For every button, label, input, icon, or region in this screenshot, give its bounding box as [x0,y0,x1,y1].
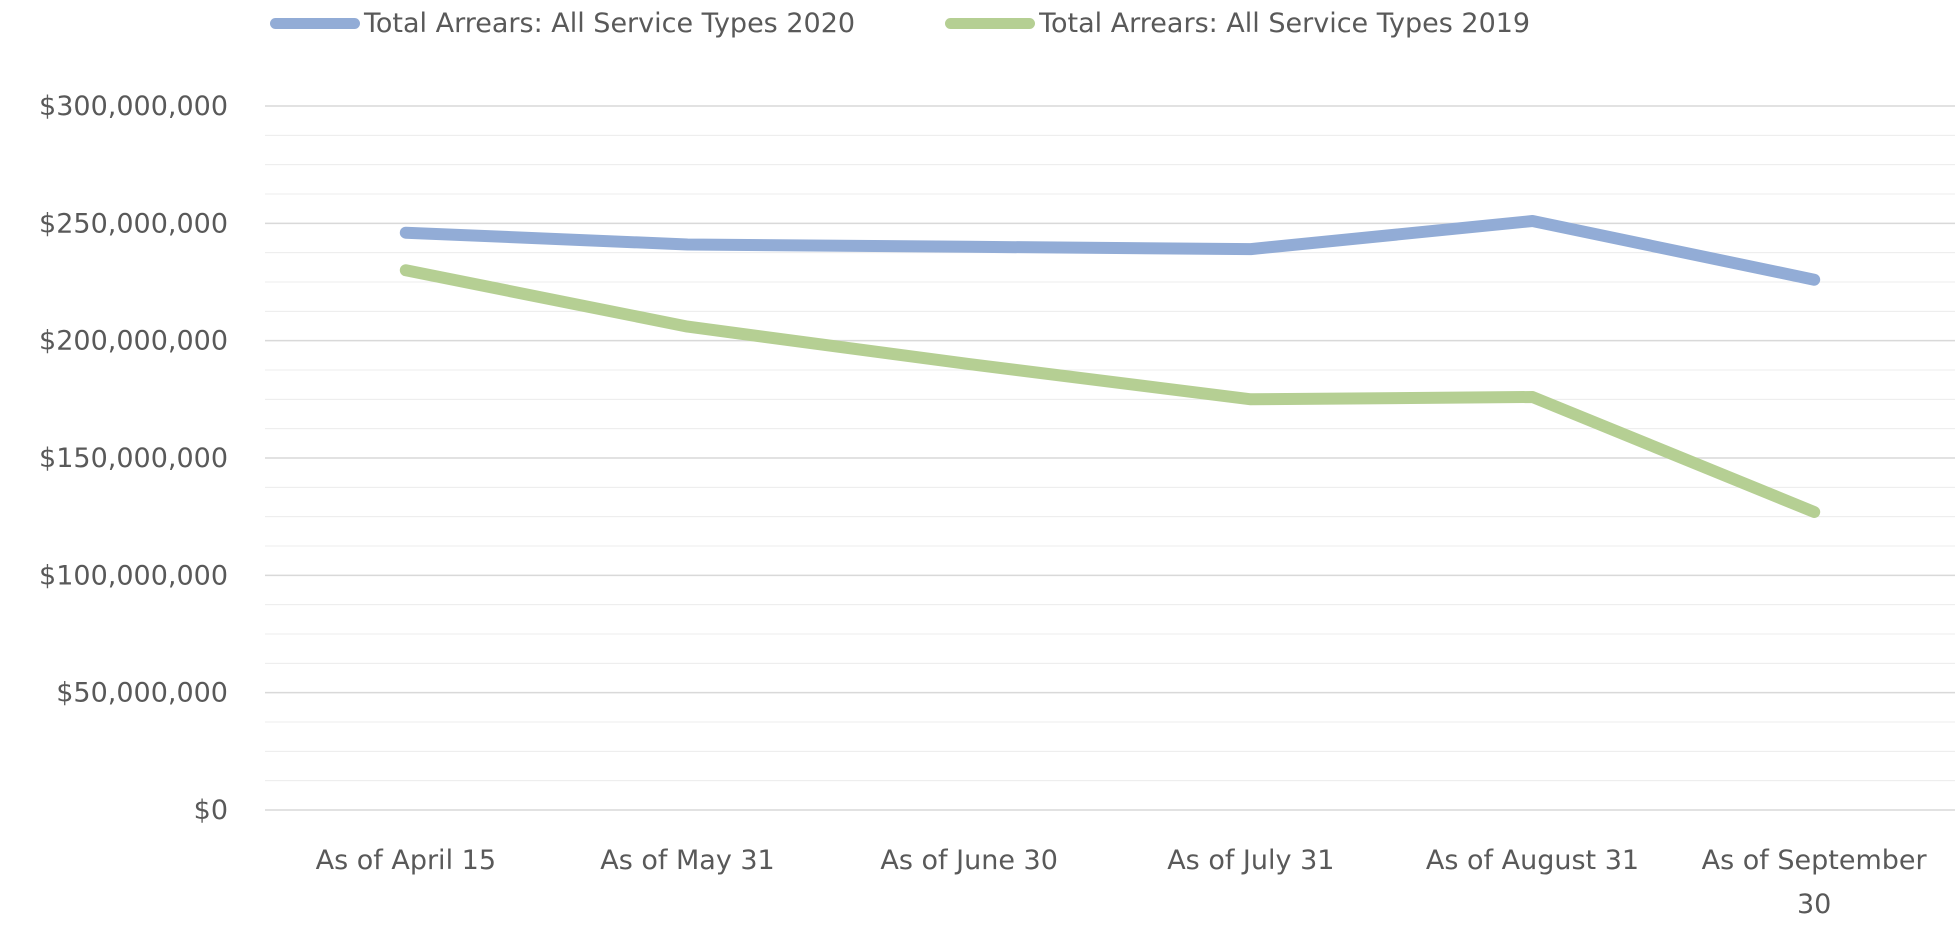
y-tick-label: $200,000,000 [39,326,228,357]
legend-item-2019: Total Arrears: All Service Types 2019 [945,8,1530,39]
y-tick-label: $100,000,000 [39,560,228,591]
chart-legend: Total Arrears: All Service Types 2020 To… [270,4,1620,42]
x-tick-label: As of June 30 [880,845,1057,876]
legend-label-2019: Total Arrears: All Service Types 2019 [1039,7,1531,39]
y-axis: $0 $50,000,000 $100,000,000 $150,000,000 $20… [39,91,228,826]
series-lines [399,215,1821,518]
x-tick-label: As of May 31 [600,845,775,876]
y-tick-label: $0 [194,795,228,826]
legend-swatch-2020 [270,17,360,29]
x-tick-label: As of September 30 [1702,845,1928,920]
y-tick-label: $300,000,000 [39,91,228,122]
x-axis: As of April 15 As of May 31 As of June 30 A… [316,845,1928,920]
x-tick-label: As of July 31 [1167,845,1334,876]
x-tick-label: As of August 31 [1426,845,1639,876]
y-tick-label: $50,000,000 [56,678,228,709]
legend-item-2020: Total Arrears: All Service Types 2020 [270,8,855,39]
series-line-2020 [399,215,1821,286]
legend-swatch-2019 [945,17,1036,29]
y-tick-label: $250,000,000 [39,208,228,239]
x-tick-label: As of April 15 [316,845,496,876]
series-line-2019 [399,264,1821,518]
gridlines [265,105,1955,811]
legend-label-2020: Total Arrears: All Service Types 2020 [364,7,856,39]
y-tick-label: $150,000,000 [39,443,228,474]
